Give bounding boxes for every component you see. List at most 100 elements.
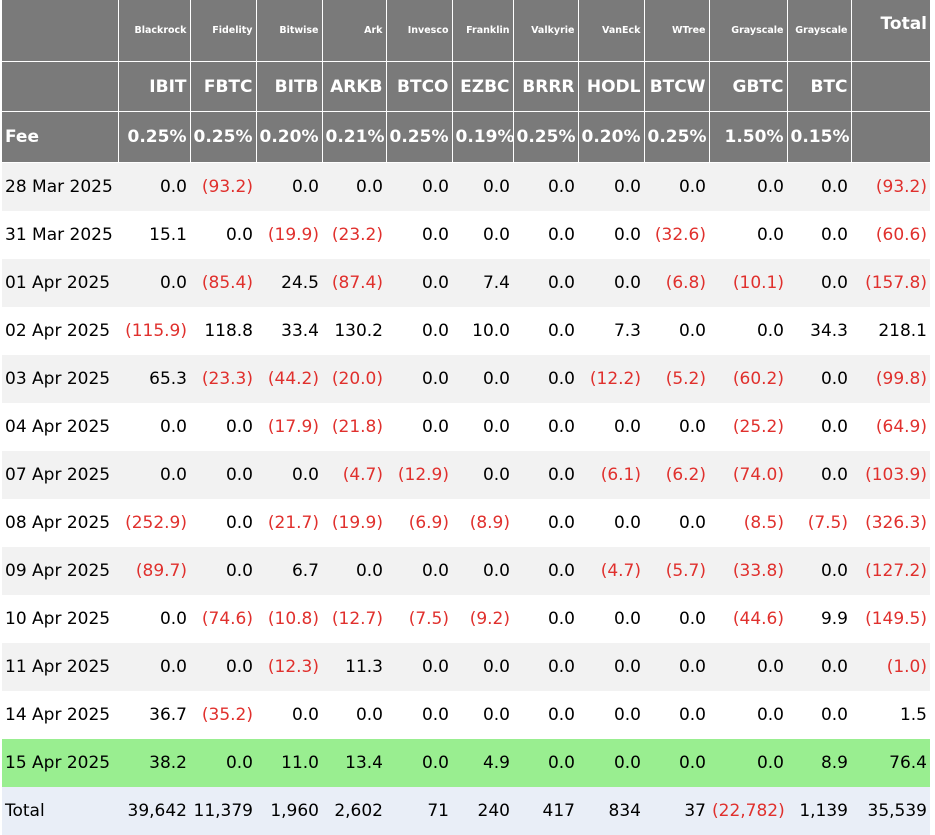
flow-value-cell: (6.9)	[386, 499, 452, 547]
flow-value-cell: (17.9)	[256, 403, 322, 451]
flow-value-cell: 0.0	[709, 739, 787, 787]
ticker-cell: BTCW	[644, 62, 709, 112]
issuer-cell: VanEck	[578, 0, 644, 62]
flow-value-cell: 0.0	[190, 739, 256, 787]
flow-value-cell: 0.0	[256, 691, 322, 739]
flow-value-cell: 0.0	[578, 499, 644, 547]
issuer-cell: Fidelity	[190, 0, 256, 62]
date-cell: 14 Apr 2025	[2, 691, 118, 739]
flow-value-cell: 0.0	[386, 547, 452, 595]
flow-value-cell: 1,139	[787, 787, 851, 835]
flow-value-cell: 0.0	[452, 163, 513, 212]
flow-value-cell: 0.0	[513, 259, 578, 307]
issuer-cell: Franklin	[452, 0, 513, 62]
flow-value-cell: 0.0	[452, 547, 513, 595]
flow-value-cell: (6.2)	[644, 451, 709, 499]
flow-value-cell: (89.7)	[118, 547, 190, 595]
date-cell: 31 Mar 2025	[2, 211, 118, 259]
flow-value-cell: 0.0	[190, 547, 256, 595]
flow-value-cell: 36.7	[118, 691, 190, 739]
fee-cell: 0.21%	[322, 112, 386, 163]
flow-value-cell: 0.0	[513, 739, 578, 787]
flow-value-cell: 0.0	[709, 691, 787, 739]
flow-value-cell: (6.8)	[644, 259, 709, 307]
issuer-cell: WTree	[644, 0, 709, 62]
flow-value-cell: 0.0	[644, 643, 709, 691]
flow-value-cell: (8.5)	[709, 499, 787, 547]
issuer-corner-cell	[2, 0, 118, 62]
total-column-header: Total	[851, 0, 930, 62]
flow-value-cell: 0.0	[513, 595, 578, 643]
flow-value-cell: (20.0)	[322, 355, 386, 403]
issuer-cell: Invesco	[386, 0, 452, 62]
flow-value-cell: 15.1	[118, 211, 190, 259]
flow-value-cell: (10.8)	[256, 595, 322, 643]
row-total-cell: (326.3)	[851, 499, 930, 547]
flow-value-cell: 0.0	[190, 643, 256, 691]
ticker-cell: BITB	[256, 62, 322, 112]
flow-value-cell: 0.0	[322, 691, 386, 739]
fee-cell: 0.15%	[787, 112, 851, 163]
flow-value-cell: 0.0	[118, 163, 190, 212]
flow-value-cell: (5.2)	[644, 355, 709, 403]
flow-value-cell: 0.0	[386, 163, 452, 212]
flow-value-cell: 0.0	[578, 211, 644, 259]
flow-value-cell: 0.0	[578, 595, 644, 643]
flow-value-cell: 24.5	[256, 259, 322, 307]
flow-value-cell: 0.0	[644, 499, 709, 547]
flow-value-cell: 0.0	[787, 163, 851, 212]
flow-value-cell: 240	[452, 787, 513, 835]
flow-value-cell: 0.0	[386, 211, 452, 259]
flow-value-cell: 0.0	[644, 739, 709, 787]
flow-value-cell: 10.0	[452, 307, 513, 355]
row-total-cell: (103.9)	[851, 451, 930, 499]
flow-value-cell: 0.0	[452, 355, 513, 403]
flow-value-cell: 0.0	[386, 643, 452, 691]
flow-value-cell: 834	[578, 787, 644, 835]
flow-value-cell: 130.2	[322, 307, 386, 355]
flow-value-cell: (12.3)	[256, 643, 322, 691]
flow-value-cell: 0.0	[118, 451, 190, 499]
date-cell: 02 Apr 2025	[2, 307, 118, 355]
flow-value-cell: 0.0	[644, 691, 709, 739]
flow-value-cell: 0.0	[386, 259, 452, 307]
flow-value-cell: 0.0	[513, 643, 578, 691]
flow-value-cell: 34.3	[787, 307, 851, 355]
flow-value-cell: 33.4	[256, 307, 322, 355]
flow-value-cell: 0.0	[513, 403, 578, 451]
ticker-cell: HODL	[578, 62, 644, 112]
flow-value-cell: 65.3	[118, 355, 190, 403]
flow-value-cell: 0.0	[118, 643, 190, 691]
flow-value-cell: (22,782)	[709, 787, 787, 835]
total-label: Total	[2, 787, 118, 835]
fee-cell: 0.25%	[644, 112, 709, 163]
ticker-total-cell	[851, 62, 930, 112]
flow-value-cell: 39,642	[118, 787, 190, 835]
ticker-cell: ARKB	[322, 62, 386, 112]
flow-value-cell: (4.7)	[578, 547, 644, 595]
flow-value-cell: (32.6)	[644, 211, 709, 259]
flow-value-cell: 7.3	[578, 307, 644, 355]
ticker-cell: GBTC	[709, 62, 787, 112]
issuer-row: Blackrock Fidelity Bitwise Ark Invesco F…	[2, 0, 930, 62]
flow-value-cell: 0.0	[513, 211, 578, 259]
date-cell: 01 Apr 2025	[2, 259, 118, 307]
flow-value-cell: (74.6)	[190, 595, 256, 643]
flow-value-cell: 0.0	[386, 403, 452, 451]
flow-value-cell: 0.0	[709, 211, 787, 259]
flow-value-cell: 0.0	[386, 307, 452, 355]
row-total-cell: (1.0)	[851, 643, 930, 691]
date-cell: 04 Apr 2025	[2, 403, 118, 451]
flow-value-cell: 0.0	[452, 643, 513, 691]
row-total-cell: (93.2)	[851, 163, 930, 212]
flow-value-cell: 11,379	[190, 787, 256, 835]
flow-value-cell: 0.0	[709, 307, 787, 355]
flow-value-cell: 0.0	[386, 355, 452, 403]
fee-cell: 0.25%	[513, 112, 578, 163]
flow-value-cell: (8.9)	[452, 499, 513, 547]
